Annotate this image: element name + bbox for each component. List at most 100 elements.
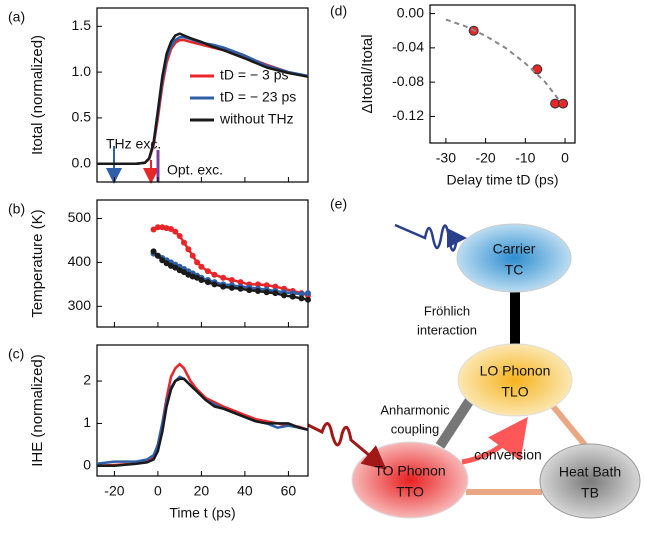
data-point xyxy=(211,271,218,278)
data-point xyxy=(154,252,161,259)
data-point xyxy=(263,282,270,289)
edge xyxy=(435,397,475,449)
series-line xyxy=(97,32,309,165)
data-point xyxy=(150,248,157,255)
data-point xyxy=(254,281,261,288)
y-tick-label: 300 xyxy=(68,297,92,313)
y-tick-label: -0.04 xyxy=(392,39,424,55)
data-point xyxy=(198,263,205,270)
series-line xyxy=(96,362,309,468)
edge-label: coupling xyxy=(391,421,439,436)
diagram: (e) Carrier TC LO Phonon TLO TO Phonon T… xyxy=(307,196,641,519)
conversion-arrow xyxy=(461,416,528,465)
x-tick-label: 20 xyxy=(194,483,210,499)
x-tick-label: -10 xyxy=(515,150,535,166)
y-axis-label: Temperature (K) xyxy=(29,209,46,317)
data-point xyxy=(181,239,188,246)
data-point xyxy=(228,276,235,283)
x-tick-label: 60 xyxy=(281,483,297,499)
data-point xyxy=(281,292,288,299)
node-label: TO Phonon xyxy=(374,463,445,479)
data-point xyxy=(167,226,174,233)
x-axis-label: Delay time tD (ps) xyxy=(446,172,558,188)
data-point xyxy=(198,276,205,283)
data-point xyxy=(246,287,253,294)
data-point xyxy=(176,233,183,240)
x-axis-label: Time t (ps) xyxy=(169,505,235,521)
node xyxy=(457,343,573,417)
y-tick-label: 0.00 xyxy=(397,4,424,20)
data-point xyxy=(254,287,261,294)
data-point xyxy=(228,284,235,291)
y-tick-label: 1 xyxy=(83,414,91,430)
node-temp: TB xyxy=(581,485,599,501)
y-axis-label: ΔItotal/Itotal xyxy=(359,34,376,113)
x-tick-label: 40 xyxy=(237,483,253,499)
node-temp: TC xyxy=(505,262,524,278)
plot-frame xyxy=(96,7,309,183)
node xyxy=(539,443,641,519)
x-tick-label: 0 xyxy=(154,483,162,499)
annotation: Opt. exc. xyxy=(167,162,223,178)
data-point xyxy=(298,291,305,298)
data-point xyxy=(154,224,161,231)
data-point xyxy=(298,295,305,302)
data-point xyxy=(272,290,279,297)
edge-label: Anharmonic xyxy=(380,402,450,417)
plot-frame xyxy=(96,199,309,328)
edge xyxy=(549,403,588,447)
series-line xyxy=(97,377,309,468)
y-tick-label: 0.0 xyxy=(72,154,92,170)
data-point xyxy=(237,279,244,286)
y-tick-label: -0.12 xyxy=(392,107,424,123)
data-point xyxy=(220,274,227,281)
data-point xyxy=(181,269,188,276)
edge-label: conversion xyxy=(474,447,542,463)
x-tick-label: 0 xyxy=(561,150,569,166)
panel-label: (a) xyxy=(8,9,25,25)
y-tick-label: 1.5 xyxy=(72,17,92,33)
node-label: Carrier xyxy=(493,241,536,257)
node-temp: TLO xyxy=(501,384,528,400)
legend-label: tD = − 23 ps xyxy=(220,89,296,105)
x-tick-label: -20 xyxy=(104,483,124,499)
thz-pulse xyxy=(307,422,387,470)
data-point xyxy=(204,268,211,275)
plot-frame xyxy=(429,4,576,144)
legend-label: without THz xyxy=(219,111,294,127)
data-point xyxy=(204,279,211,286)
y-tick-label: 500 xyxy=(68,209,92,225)
panel-label: (c) xyxy=(8,346,24,362)
data-point xyxy=(172,264,179,271)
annotation: THz exc. xyxy=(106,136,161,152)
panel-label: (d) xyxy=(330,3,347,19)
node-label: Heat Bath xyxy=(559,464,621,480)
data-point xyxy=(185,246,192,253)
node-temp: TTO xyxy=(396,484,424,500)
data-point xyxy=(189,252,196,259)
legend-label: tD = − 3 ps xyxy=(220,67,288,83)
data-point xyxy=(305,296,311,303)
y-tick-label: 400 xyxy=(68,253,92,269)
edge-label: interaction xyxy=(417,322,477,337)
data-point xyxy=(237,285,244,292)
y-tick-label: 1.0 xyxy=(72,63,92,79)
plot-frame xyxy=(96,344,309,477)
node xyxy=(456,223,572,293)
edge-label: Fröhlich xyxy=(424,303,470,318)
data-point xyxy=(220,283,227,290)
x-tick-label: -30 xyxy=(436,150,456,166)
node xyxy=(351,441,469,519)
data-point xyxy=(163,260,170,267)
y-tick-label: 0 xyxy=(83,457,91,473)
y-axis-label: IHE (normalized) xyxy=(29,354,46,467)
data-point xyxy=(272,283,279,290)
y-tick-label: -0.08 xyxy=(392,73,424,89)
data-point xyxy=(159,257,166,264)
panel-label: (e) xyxy=(330,196,347,212)
panel-label: (b) xyxy=(8,201,25,217)
data-point xyxy=(305,290,311,297)
series-line xyxy=(96,375,309,465)
data-point xyxy=(558,98,569,109)
